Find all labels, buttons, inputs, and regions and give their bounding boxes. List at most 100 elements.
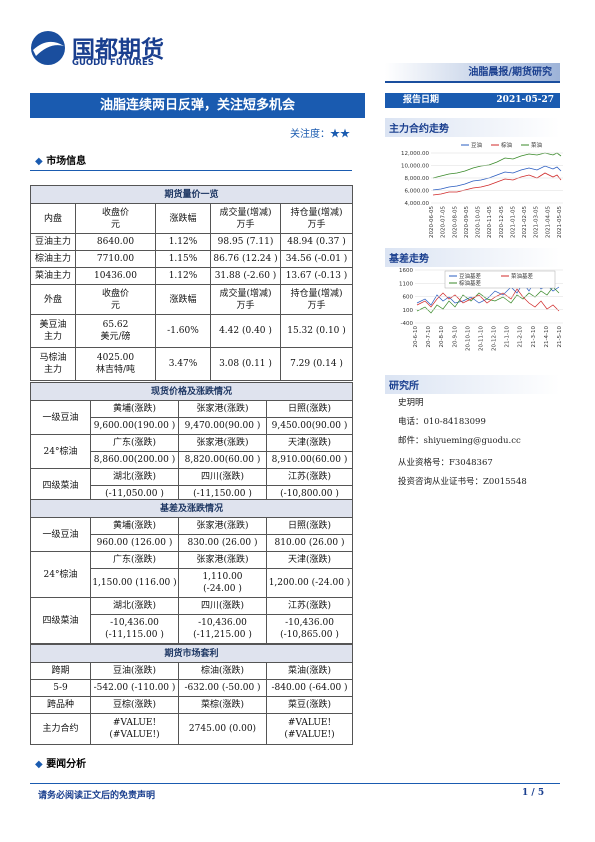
table-title: 基差及涨跌情况 bbox=[29, 499, 354, 518]
x-tick-label: 20-6-10 bbox=[413, 326, 419, 348]
cell: 34.56 (-0.01 ) bbox=[279, 250, 354, 268]
x-tick-label: 20-7-10 bbox=[426, 326, 432, 348]
cell: 美豆油 主力 bbox=[30, 314, 76, 348]
cell: 65.62 美元/磅 bbox=[75, 314, 156, 348]
cell: 菜油主力 bbox=[30, 267, 76, 285]
place: 江苏(涨跌) bbox=[265, 597, 354, 615]
value: 810.00 (26.00 ) bbox=[265, 534, 354, 552]
place: 黄埔(涨跌) bbox=[90, 400, 179, 418]
cell: 48.94 (0.37 ) bbox=[279, 233, 354, 251]
cell: -542.00 (-110.00 ) bbox=[90, 679, 179, 697]
value: 1,150.00 (116.00 ) bbox=[90, 568, 179, 598]
cell: 4025.00 林吉特/吨 bbox=[75, 347, 156, 381]
market-section: ◆ 市场信息 bbox=[35, 156, 87, 167]
basis-table: 基差及涨跌情况 一级豆油 黄埔(涨跌) 张家港(涨跌) 日照(涨跌) 960.00 (12… bbox=[29, 499, 354, 644]
logo-cn: 国都期货 bbox=[72, 37, 164, 63]
place: 天津(涨跌) bbox=[265, 434, 354, 452]
y-tick-label: 4,000.00 bbox=[405, 201, 430, 207]
x-tick-label: 21-4-10 bbox=[544, 326, 550, 348]
row: 跨期 豆油(涨跌) 棕油(涨跌) 菜油(涨跌) bbox=[30, 662, 354, 680]
cell: 7.29 (0.14 ) bbox=[279, 347, 354, 381]
row: 主力合约 #VALUE! (#VALUE!) 2745.00 (0.00) #VALU… bbox=[30, 713, 354, 745]
news-section: ◆ 要闻分析 bbox=[35, 759, 87, 770]
cell: #VALUE! (#VALUE!) bbox=[265, 713, 354, 745]
row: 跨品种 豆棕(涨跌) 菜棕(涨跌) 菜豆(涨跌) bbox=[30, 696, 354, 714]
cell: 马棕油 主力 bbox=[30, 347, 76, 381]
section-title: 市场信息 bbox=[46, 156, 87, 167]
cell: 3.47% bbox=[155, 347, 211, 381]
place: 张家港(涨跌) bbox=[178, 434, 267, 452]
legend-label: 豆油基差 bbox=[459, 272, 482, 280]
place: 天津(涨跌) bbox=[265, 551, 354, 569]
place-row: 24°棕油 广东(涨跌) 张家港(涨跌) 天津(涨跌) bbox=[30, 551, 354, 598]
cell: 涨跌幅 bbox=[155, 203, 211, 234]
cell: 收盘价 元 bbox=[75, 203, 156, 234]
place: 四川(涨跌) bbox=[178, 468, 267, 486]
x-tick-label: 2021-04-05 bbox=[545, 206, 551, 238]
title-row: 期货市场套利 bbox=[29, 644, 354, 663]
place: 湖北(涨跌) bbox=[90, 597, 179, 615]
place-row: 一级豆油 黄埔(涨跌) 张家港(涨跌) 日照(涨跌) bbox=[30, 400, 354, 435]
legend-label: 菜油 bbox=[531, 141, 543, 149]
cell: 1.12% bbox=[155, 233, 211, 251]
license: 从业资格号：F3048367 bbox=[398, 458, 493, 468]
x-tick-label: 2021-03-05 bbox=[534, 206, 540, 238]
x-tick-label: 21-2-10 bbox=[518, 326, 524, 348]
cell: 豆油(涨跌) bbox=[90, 662, 179, 680]
title-row: 基差及涨跌情况 bbox=[29, 499, 354, 518]
y-tick-label: -400 bbox=[401, 321, 414, 327]
cell: -1.60% bbox=[155, 314, 211, 348]
cell: 内盘 bbox=[30, 203, 76, 234]
legend-label: 菜油基差 bbox=[511, 272, 534, 280]
cell: 豆棕(涨跌) bbox=[90, 696, 179, 714]
cell: 主力合约 bbox=[30, 713, 91, 745]
value: -10,436.00 (-11,215.00 ) bbox=[178, 614, 267, 644]
column-banner: 油脂晨报/期货研究 bbox=[385, 63, 560, 83]
cell: 15.32 (0.10 ) bbox=[279, 314, 354, 348]
place-row: 四级菜油 湖北(涨跌) 四川(涨跌) 江苏(涨跌) bbox=[30, 597, 354, 644]
x-tick-label: 20-11-10 bbox=[478, 326, 484, 351]
place: 日照(涨跌) bbox=[265, 400, 354, 418]
cell: 98.95 (7.11) bbox=[210, 233, 281, 251]
group-label: 一级豆油 bbox=[30, 400, 91, 435]
group-label: 四级菜油 bbox=[30, 468, 91, 503]
cell: 棕油主力 bbox=[30, 250, 76, 268]
row: 棕油主力 7710.00 1.15% 86.76 (12.24 ) 34.56 (-0.… bbox=[30, 250, 354, 268]
trend-line bbox=[432, 165, 562, 191]
row: 菜油主力 10436.00 1.12% 31.88 (-2.60 ) 13.67 (-0… bbox=[30, 267, 354, 285]
y-tick-label: 6,000.00 bbox=[405, 189, 430, 195]
date: 2021-05-27 bbox=[496, 95, 554, 105]
phone: 电话：010-84183099 bbox=[398, 417, 486, 427]
legend-label: 棕油基差 bbox=[459, 279, 482, 287]
x-tick-label: 20-10-10 bbox=[465, 326, 471, 351]
y-tick-label: 10,000.00 bbox=[401, 164, 429, 170]
disclaimer: 请务必阅读正文后的免责声明 bbox=[38, 791, 156, 801]
x-tick-label: 2020-09-05 bbox=[464, 206, 470, 238]
cell: 4.42 (0.40 ) bbox=[210, 314, 281, 348]
value: 830.00 (26.00 ) bbox=[178, 534, 267, 552]
analyst: 史玥明 bbox=[398, 398, 424, 408]
cell: 持仓量(增减) 万手 bbox=[279, 203, 354, 234]
cell: 1.12% bbox=[155, 267, 211, 285]
chart2-title: 基差走势 bbox=[385, 248, 560, 267]
arbitrage-table: 期货市场套利 跨期 豆油(涨跌) 棕油(涨跌) 菜油(涨跌) 5-9 -542.00 (-1… bbox=[29, 644, 354, 745]
row: 美豆油 主力 65.62 美元/磅 -1.60% 4.42 (0.40 ) 15.32 … bbox=[30, 314, 354, 348]
place: 张家港(涨跌) bbox=[178, 551, 267, 569]
row: 外盘 收盘价 元涨跌幅 成交量(增减) 万手 持仓量(增减) 万手 bbox=[30, 284, 354, 315]
x-tick-label: 21-1-10 bbox=[505, 326, 511, 348]
cell: 成交量(增减) 万手 bbox=[210, 203, 281, 234]
date-bar: 报告日期 2021-05-27 bbox=[385, 93, 560, 108]
value: 960.00 (126.00 ) bbox=[90, 534, 179, 552]
section-title: 要闻分析 bbox=[46, 759, 87, 770]
title-row: 现货价格及涨跌情况 bbox=[29, 382, 354, 401]
trend-line bbox=[416, 288, 560, 312]
row: 内盘 收盘价 元涨跌幅 成交量(增减) 万手 持仓量(增减) 万手 bbox=[30, 203, 354, 234]
cell: 收盘价 元 bbox=[75, 284, 156, 315]
value-row: (-11,050.00 ) (-11,150.00 ) (-10,800.00 ) bbox=[31, 485, 354, 503]
legend-box bbox=[444, 270, 556, 289]
value: 9,470.00(90.00 ) bbox=[178, 417, 267, 435]
cell: 跨期 bbox=[30, 662, 91, 680]
y-tick-label: 1600 bbox=[399, 268, 413, 274]
